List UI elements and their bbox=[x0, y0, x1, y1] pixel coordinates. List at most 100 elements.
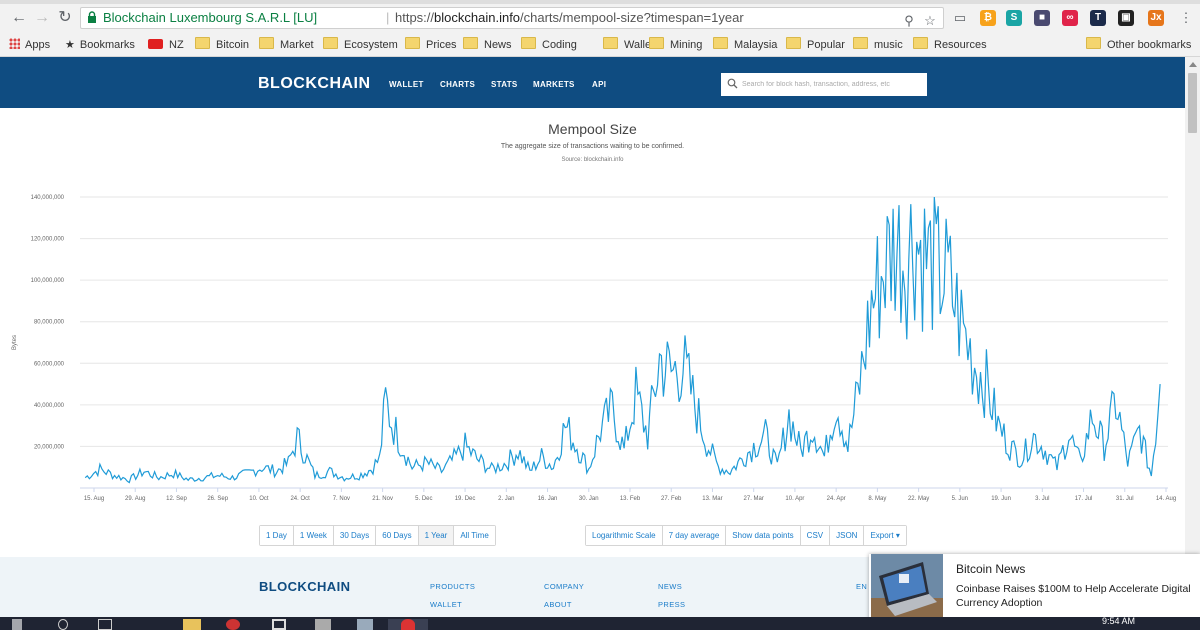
nav-charts[interactable]: CHARTS bbox=[440, 80, 476, 89]
extension-icon[interactable]: Jx bbox=[1148, 10, 1164, 26]
chart-option-button[interactable]: Logarithmic Scale bbox=[586, 526, 663, 545]
x-tick-label: 27. Mar bbox=[744, 496, 764, 502]
bookmark-bookmarks[interactable]: ★ Bookmarks bbox=[65, 37, 135, 53]
taskbar-clock[interactable]: 9:54 AM bbox=[1102, 616, 1136, 626]
nav-stats[interactable]: STATS bbox=[491, 80, 518, 89]
bookmark-folder[interactable]: Resources bbox=[913, 37, 987, 53]
bookmark-label: Coding bbox=[542, 39, 577, 51]
url-path: /charts/mempool-size?timespan=1year bbox=[520, 10, 744, 25]
y-tick-label: 40,000,000 bbox=[34, 403, 65, 409]
bookmark-folder[interactable]: News bbox=[463, 37, 512, 53]
scroll-up-icon[interactable] bbox=[1189, 62, 1197, 67]
bookmark-nz[interactable]: NZ bbox=[148, 37, 184, 53]
bookmark-folder[interactable]: Bitcoin bbox=[195, 37, 249, 53]
x-tick-label: 5. Jun bbox=[952, 496, 968, 502]
x-tick-label: 19. Jun bbox=[991, 496, 1011, 502]
nav-api[interactable]: API bbox=[592, 80, 607, 89]
chart-option-button[interactable]: Show data points bbox=[726, 526, 801, 545]
y-axis-label: Bytes bbox=[12, 335, 18, 350]
chart-grid bbox=[80, 196, 1168, 489]
bookmark-folder[interactable]: Coding bbox=[521, 37, 577, 53]
address-bar[interactable]: Blockchain Luxembourg S.A.R.L [LU] | htt… bbox=[80, 7, 944, 29]
app-icon[interactable] bbox=[272, 619, 286, 630]
nav-markets[interactable]: MARKETS bbox=[533, 80, 575, 89]
site-logo[interactable]: BLOCKCHAIN bbox=[258, 75, 371, 92]
url-text[interactable]: https://blockchain.info/charts/mempool-s… bbox=[395, 8, 744, 28]
folder-icon bbox=[603, 37, 618, 49]
bookmark-label: music bbox=[874, 39, 903, 51]
footer-language[interactable]: EN bbox=[856, 582, 868, 591]
scroll-thumb[interactable] bbox=[1188, 73, 1197, 133]
search-taskbar-icon[interactable] bbox=[58, 619, 68, 630]
footer-company-heading[interactable]: COMPANY bbox=[544, 582, 585, 591]
tab-strip bbox=[0, 0, 1200, 4]
star-icon[interactable]: ☆ bbox=[924, 13, 936, 28]
extension-icon[interactable]: T bbox=[1090, 10, 1106, 26]
x-tick-label: 14. Aug bbox=[1156, 496, 1176, 502]
x-tick-label: 5. Dec bbox=[415, 496, 432, 502]
extension-icon[interactable]: S bbox=[1006, 10, 1022, 26]
timespan-button[interactable]: 1 Week bbox=[293, 526, 334, 545]
search-input[interactable] bbox=[742, 73, 924, 96]
chart-option-buttons: Logarithmic Scale 7 day average Show data … bbox=[585, 525, 907, 546]
app-icon[interactable] bbox=[315, 619, 331, 630]
folder-icon bbox=[853, 37, 868, 49]
back-icon[interactable]: ← bbox=[11, 9, 27, 26]
timespan-button[interactable]: 1 Day bbox=[260, 526, 294, 545]
bookmark-folder[interactable]: music bbox=[853, 37, 903, 53]
bookmark-label: Market bbox=[280, 39, 314, 51]
bookmark-folder[interactable]: Malaysia bbox=[713, 37, 777, 53]
bookmark-label: Prices bbox=[426, 39, 457, 51]
cast-icon[interactable]: ▭ bbox=[953, 10, 967, 25]
url-scheme: https:// bbox=[395, 10, 435, 25]
task-view-icon[interactable] bbox=[98, 619, 112, 630]
footer-press-link[interactable]: PRESS bbox=[658, 600, 686, 609]
folder-icon bbox=[913, 37, 928, 49]
bookmark-folder[interactable]: Wallet bbox=[603, 37, 654, 53]
x-tick-label: 30. Jan bbox=[579, 496, 599, 502]
star-bookmark-icon: ★ bbox=[65, 39, 75, 51]
footer-products-heading[interactable]: PRODUCTS bbox=[430, 582, 476, 591]
bookmark-folder[interactable]: Ecosystem bbox=[323, 37, 398, 53]
folder-icon bbox=[259, 37, 274, 49]
bookmark-label: News bbox=[484, 39, 512, 51]
mempool-series-line[interactable] bbox=[84, 196, 1161, 484]
extension-icon[interactable]: ▣ bbox=[1118, 10, 1134, 26]
bookmark-folder[interactable]: Market bbox=[259, 37, 314, 53]
bookmark-folder[interactable]: Other bookmarks bbox=[1086, 37, 1191, 53]
footer-logo[interactable]: BLOCKCHAIN bbox=[259, 579, 351, 594]
zoom-search-icon[interactable]: ⚲ bbox=[904, 13, 914, 28]
bookmark-folder[interactable]: Mining bbox=[649, 37, 702, 53]
bookmark-apps[interactable]: Apps bbox=[9, 37, 50, 53]
timespan-button[interactable]: 30 Days bbox=[333, 526, 377, 545]
chart-option-button[interactable]: JSON bbox=[830, 526, 865, 545]
timespan-button[interactable]: 1 Year bbox=[418, 526, 455, 545]
chart-option-button[interactable]: CSV bbox=[800, 526, 831, 545]
file-explorer-icon[interactable] bbox=[183, 619, 201, 630]
timespan-button[interactable]: All Time bbox=[454, 526, 495, 545]
chrome-taskbar-button[interactable] bbox=[388, 619, 428, 630]
bookmark-label: NZ bbox=[169, 39, 184, 51]
footer-wallet-link[interactable]: WALLET bbox=[430, 600, 463, 609]
page-scrollbar[interactable] bbox=[1185, 57, 1200, 617]
app-icon[interactable] bbox=[226, 619, 240, 630]
footer-about-link[interactable]: ABOUT bbox=[544, 600, 572, 609]
chart-option-button[interactable]: Export ▾ bbox=[864, 526, 906, 545]
extension-icon[interactable]: ■ bbox=[1034, 10, 1050, 26]
menu-icon[interactable]: ⋮ bbox=[1179, 10, 1193, 25]
bookmark-folder[interactable]: Popular bbox=[786, 37, 845, 53]
chart-option-button[interactable]: 7 day average bbox=[662, 526, 727, 545]
extension-icon[interactable]: ∞ bbox=[1062, 10, 1078, 26]
browser-toolbar: ← → ↻ Blockchain Luxembourg S.A.R.L [LU]… bbox=[0, 0, 1200, 35]
timespan-button[interactable]: 60 Days bbox=[376, 526, 419, 545]
app-icon[interactable] bbox=[357, 619, 373, 630]
forward-icon[interactable]: → bbox=[34, 9, 50, 26]
nav-wallet[interactable]: WALLET bbox=[389, 80, 424, 89]
notification-title: Bitcoin News bbox=[956, 562, 1026, 576]
reload-icon[interactable]: ↻ bbox=[58, 9, 72, 26]
bookmark-folder[interactable]: Prices bbox=[405, 37, 457, 53]
footer-news-link[interactable]: NEWS bbox=[658, 582, 683, 591]
start-icon[interactable] bbox=[12, 619, 22, 630]
extension-icon[interactable]: ₿ bbox=[980, 10, 996, 26]
y-axis: 20,000,000 40,000,000 60,000,000 80,000,000… bbox=[31, 195, 65, 450]
